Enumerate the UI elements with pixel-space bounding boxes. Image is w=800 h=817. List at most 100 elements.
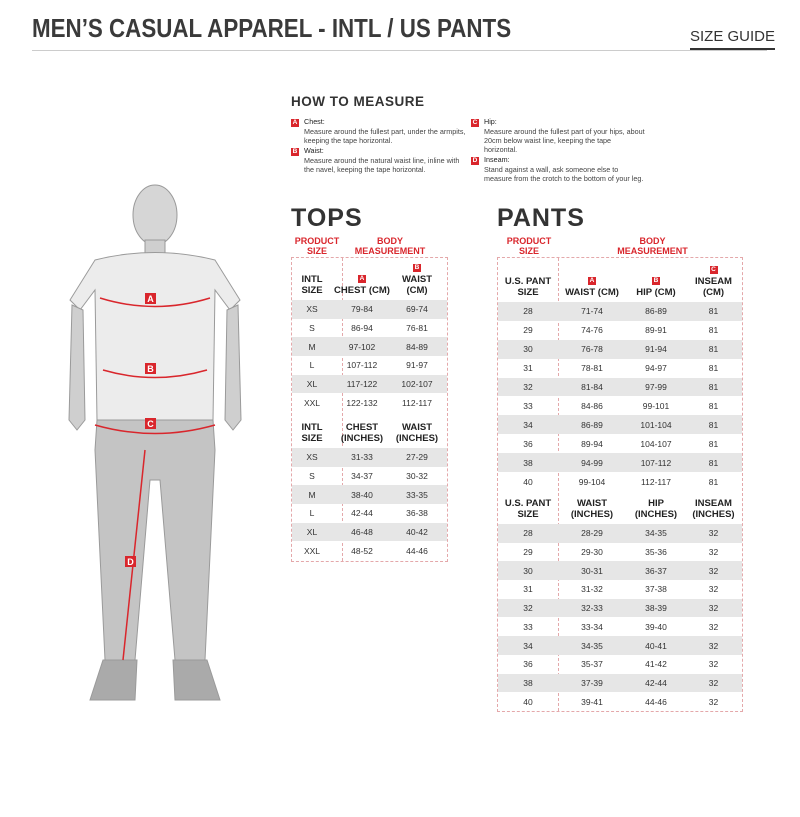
table-row: 31 78-81 94-97 81 bbox=[498, 359, 742, 378]
table-cell: 99-101 bbox=[642, 400, 670, 411]
letter-badge: D bbox=[471, 157, 479, 165]
table-row: XL 117-122 102-107 bbox=[292, 374, 447, 394]
header-text: WAIST (INCHES) bbox=[570, 498, 614, 520]
table-cell: 32 bbox=[523, 603, 533, 614]
note-text: Measure around the fullest part of your … bbox=[484, 127, 645, 154]
table-cell: 112-117 bbox=[641, 476, 671, 487]
table-cell: L bbox=[309, 360, 315, 371]
table-cell: 107-112 bbox=[640, 457, 672, 468]
table-row: S 86-94 76-81 bbox=[292, 319, 447, 338]
column-header: HIP (INCHES) bbox=[626, 498, 686, 520]
table-cell: 76-78 bbox=[581, 344, 603, 355]
table-cell: 78-81 bbox=[581, 363, 603, 374]
column-divider bbox=[558, 258, 559, 711]
svg-text:B: B bbox=[147, 364, 154, 374]
table-cell: 31-33 bbox=[351, 452, 373, 463]
table-cell: 28-29 bbox=[581, 528, 603, 539]
letter-badge: A bbox=[588, 277, 596, 285]
table-row: 33 33-34 39-40 32 bbox=[498, 618, 742, 637]
table-cell: 32 bbox=[708, 528, 719, 539]
notes-column-left: A Chest: Measure around the fullest part, … bbox=[291, 117, 466, 175]
table-row: XL 46-48 40-42 bbox=[292, 522, 447, 542]
table-cell: 38-40 bbox=[351, 489, 373, 500]
table-cell: 36 bbox=[523, 659, 533, 670]
table-cell: 89-91 bbox=[645, 325, 667, 336]
table-row: 28 28-29 34-35 32 bbox=[498, 524, 742, 543]
table-row: 30 30-31 36-37 32 bbox=[498, 561, 742, 581]
table-row: 34 86-89 101-104 81 bbox=[498, 415, 742, 435]
table-row: XS 31-33 27-29 bbox=[292, 448, 447, 467]
table-cell: 97-99 bbox=[645, 382, 667, 393]
pants-product-size: PRODUCT SIZE bbox=[506, 236, 552, 256]
table-cell: 86-89 bbox=[581, 419, 603, 430]
table-cell: S bbox=[309, 471, 315, 482]
column-header: WAIST (INCHES) bbox=[392, 422, 442, 444]
note-name: Waist: bbox=[304, 146, 324, 155]
table-cell: 32 bbox=[708, 584, 719, 595]
table-cell: 28 bbox=[523, 528, 533, 539]
table-cell: 32 bbox=[708, 547, 719, 558]
table-cell: 86-94 bbox=[351, 323, 373, 334]
table-row: 34 34-35 40-41 32 bbox=[498, 636, 742, 655]
table-cell: 32 bbox=[708, 640, 719, 651]
table-row: 32 81-84 97-99 81 bbox=[498, 377, 742, 397]
column-header: A CHEST (CM) bbox=[332, 275, 392, 296]
letter-badge: A bbox=[358, 275, 366, 283]
table-cell: 81-84 bbox=[581, 382, 603, 393]
header-text: INTL SIZE bbox=[301, 422, 323, 444]
table-row: 31 31-32 37-38 32 bbox=[498, 580, 742, 599]
table-cell: 34-35 bbox=[581, 640, 603, 651]
column-header: WAIST (INCHES) bbox=[558, 498, 626, 520]
model-figure: A B C D bbox=[68, 184, 242, 701]
header-text: U.S. PANT SIZE bbox=[504, 498, 552, 520]
table-cell: 44-46 bbox=[406, 545, 428, 556]
table-cell: 94-99 bbox=[581, 457, 603, 468]
svg-text:D: D bbox=[127, 557, 134, 567]
note-name: Hip: bbox=[484, 117, 497, 126]
table-cell: 33-34 bbox=[581, 621, 603, 632]
table-cell: 79-84 bbox=[351, 304, 373, 315]
table-cell: 28 bbox=[523, 306, 533, 317]
table-cell: 29 bbox=[523, 547, 533, 558]
svg-text:A: A bbox=[147, 294, 154, 304]
table-cell: 36 bbox=[523, 438, 533, 449]
table-cell: 81 bbox=[708, 363, 719, 374]
table-cell: 40 bbox=[523, 476, 533, 487]
table-cell: 41-42 bbox=[645, 659, 667, 670]
header-text: INTL SIZE bbox=[301, 274, 323, 296]
note-text: Measure around the fullest part, under t… bbox=[304, 127, 466, 145]
column-header: B HIP (CM) bbox=[626, 277, 686, 298]
letter-badge: B bbox=[652, 277, 660, 285]
letter-badge: B bbox=[413, 264, 421, 272]
table-cell: 30 bbox=[523, 565, 533, 576]
column-header: INTL SIZE bbox=[292, 274, 332, 296]
letter-badge: C bbox=[471, 119, 479, 127]
table-cell: 81 bbox=[708, 457, 719, 468]
column-header: C INSEAM (CM) bbox=[686, 266, 741, 298]
table-cell: XL bbox=[306, 379, 318, 390]
table-cell: 35-37 bbox=[581, 659, 603, 670]
column-header: INTL SIZE bbox=[292, 422, 332, 444]
divider bbox=[32, 50, 767, 51]
tops-cm-header: INTL SIZE A CHEST (CM) B WAIST (CM) bbox=[292, 262, 447, 296]
table-cell: 32 bbox=[523, 382, 533, 393]
table-cell: 32 bbox=[708, 696, 719, 707]
table-cell: 38 bbox=[523, 677, 533, 688]
table-cell: XS bbox=[306, 304, 318, 315]
table-cell: 104-107 bbox=[640, 438, 672, 449]
measure-label-d: D bbox=[125, 556, 136, 567]
table-cell: 38-39 bbox=[645, 603, 667, 614]
table-cell: M bbox=[308, 341, 316, 352]
table-cell: 31 bbox=[523, 584, 533, 595]
letter-badge: C bbox=[709, 266, 718, 274]
table-cell: 27-29 bbox=[406, 452, 428, 463]
tops-product-size: PRODUCT SIZE bbox=[294, 236, 340, 256]
pants-inches-header: U.S. PANT SIZE WAIST (INCHES) HIP (INCHES)… bbox=[498, 494, 742, 520]
table-cell: 32 bbox=[708, 677, 719, 688]
table-cell: 37-39 bbox=[581, 677, 603, 688]
table-cell: 38 bbox=[523, 457, 533, 468]
table-cell: S bbox=[309, 323, 315, 334]
table-cell: 39-40 bbox=[645, 621, 667, 632]
note-text: Stand against a wall, ask someone else t… bbox=[484, 165, 644, 183]
